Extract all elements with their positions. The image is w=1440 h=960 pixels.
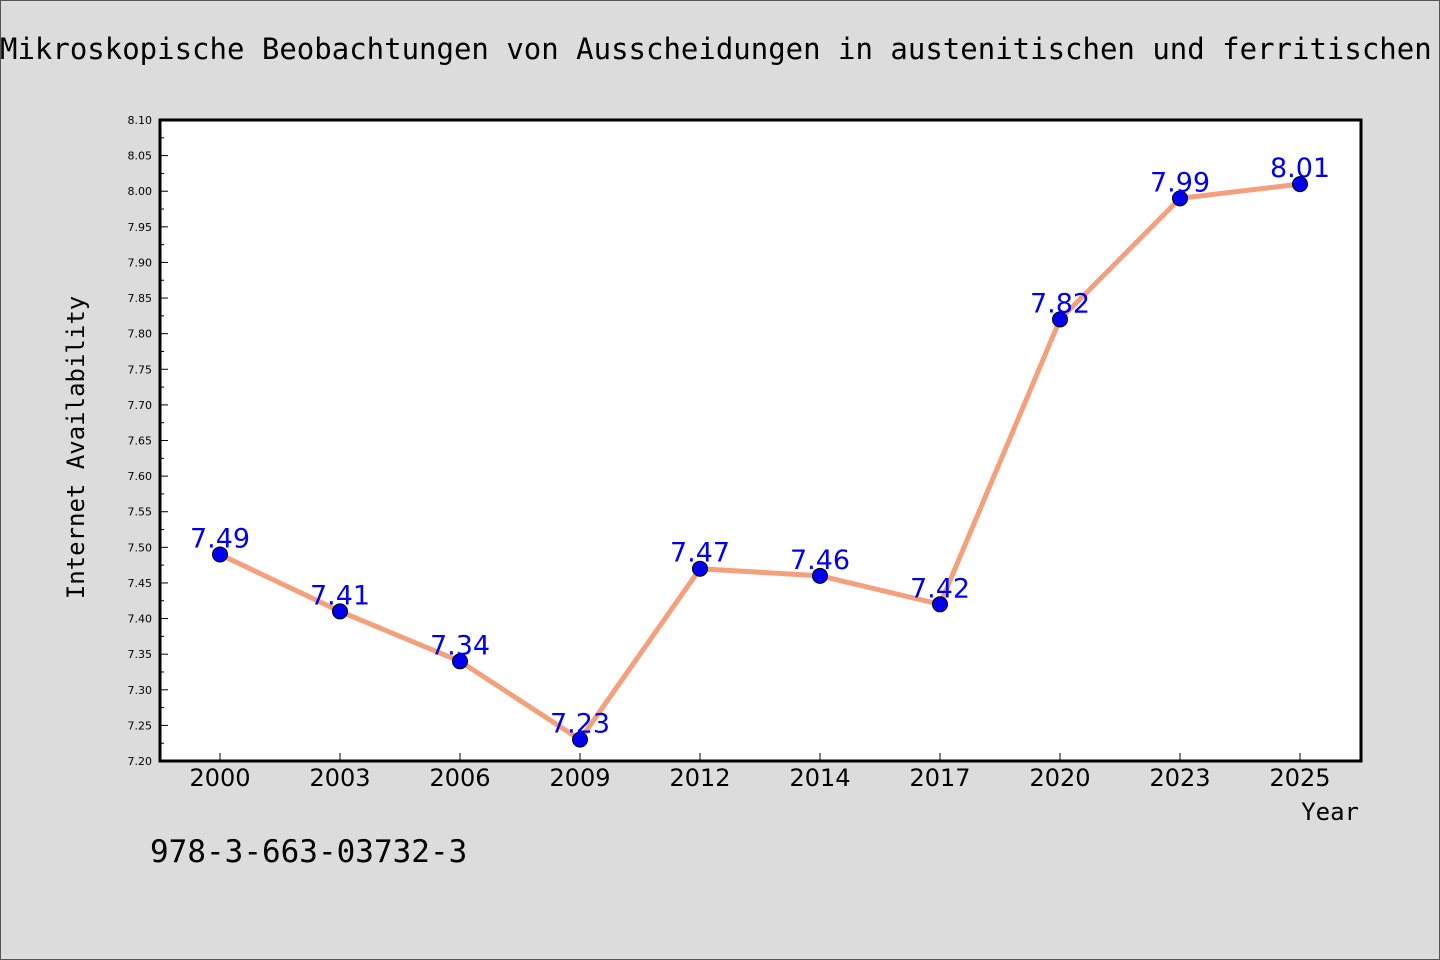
- y-axis: 7.20 7.25 7.30 7.35 7.40 7.45 7.50 7.55 7.60 7.65…: [128, 114, 168, 768]
- data-label: 7.99: [1150, 167, 1210, 198]
- data-label: 7.46: [790, 545, 850, 576]
- y-tick-label: 7.60: [128, 470, 153, 483]
- x-tick-label: 2014: [789, 764, 850, 792]
- data-point: [332, 603, 348, 620]
- y-tick-label: 7.30: [128, 684, 153, 697]
- x-tick-label: 2009: [549, 764, 610, 792]
- y-tick-label: 8.10: [128, 114, 153, 127]
- data-label: 7.47: [670, 538, 730, 569]
- data-point: [1052, 311, 1068, 328]
- data-point: [1172, 190, 1188, 207]
- y-tick-label: 7.90: [128, 256, 153, 269]
- series-group: [212, 176, 1308, 748]
- x-tick-label: 2020: [1029, 764, 1090, 792]
- y-tick-label: 7.50: [128, 541, 153, 554]
- y-axis-label: Internet Availability: [62, 296, 90, 599]
- y-tick-label: 7.20: [128, 755, 153, 768]
- chart-title: Mikroskopische Beobachtungen von Aussche…: [0, 32, 1440, 66]
- data-label: 7.82: [1030, 288, 1090, 319]
- x-tick-label: 2017: [909, 764, 970, 792]
- data-labels: 7.49 7.41 7.34 7.23 7.47 7.46 7.42 7.82 7.99 8.01: [190, 153, 1330, 740]
- data-label: 7.49: [190, 523, 250, 554]
- data-point: [932, 596, 948, 613]
- isbn-text: 978-3-663-03732-3: [150, 834, 468, 870]
- data-label: 7.42: [910, 573, 970, 604]
- y-tick-label: 7.40: [128, 613, 153, 626]
- y-tick-label: 7.25: [128, 719, 153, 732]
- data-label: 7.41: [310, 580, 370, 611]
- x-tick-label: 2006: [429, 764, 490, 792]
- data-label: 7.34: [430, 630, 490, 661]
- data-point: [212, 546, 228, 563]
- data-point: [1292, 176, 1308, 193]
- y-tick-label: 7.65: [128, 435, 153, 448]
- x-tick-label: 2003: [309, 764, 370, 792]
- series-line: [217, 181, 1303, 743]
- y-tick-label: 8.05: [128, 150, 153, 163]
- y-tick-label: 7.35: [128, 648, 153, 661]
- plot-area: [158, 118, 1363, 763]
- y-tick-label: 8.00: [128, 185, 153, 198]
- x-tick-label: 2012: [669, 764, 730, 792]
- x-tick-label: 2023: [1149, 764, 1210, 792]
- data-point: [452, 653, 468, 670]
- x-axis: 2000 2003 2006 2009 2012 2014 2017 2020 2023 2025: [189, 753, 1331, 792]
- y-tick-label: 7.80: [128, 328, 153, 341]
- y-tick-label: 7.95: [128, 221, 153, 234]
- x-tick-label: 2000: [189, 764, 250, 792]
- data-point: [812, 567, 828, 584]
- data-label: 7.23: [550, 709, 610, 740]
- data-point: [692, 560, 708, 577]
- y-tick-label: 7.45: [128, 577, 153, 590]
- y-tick-label: 7.75: [128, 363, 153, 376]
- y-tick-label: 7.70: [128, 399, 153, 412]
- x-axis-label: Year: [1301, 798, 1359, 826]
- data-point: [572, 731, 588, 748]
- data-label: 8.01: [1270, 153, 1330, 184]
- y-tick-label: 7.85: [128, 292, 153, 305]
- y-tick-label: 7.55: [128, 506, 153, 519]
- x-tick-label: 2025: [1269, 764, 1330, 792]
